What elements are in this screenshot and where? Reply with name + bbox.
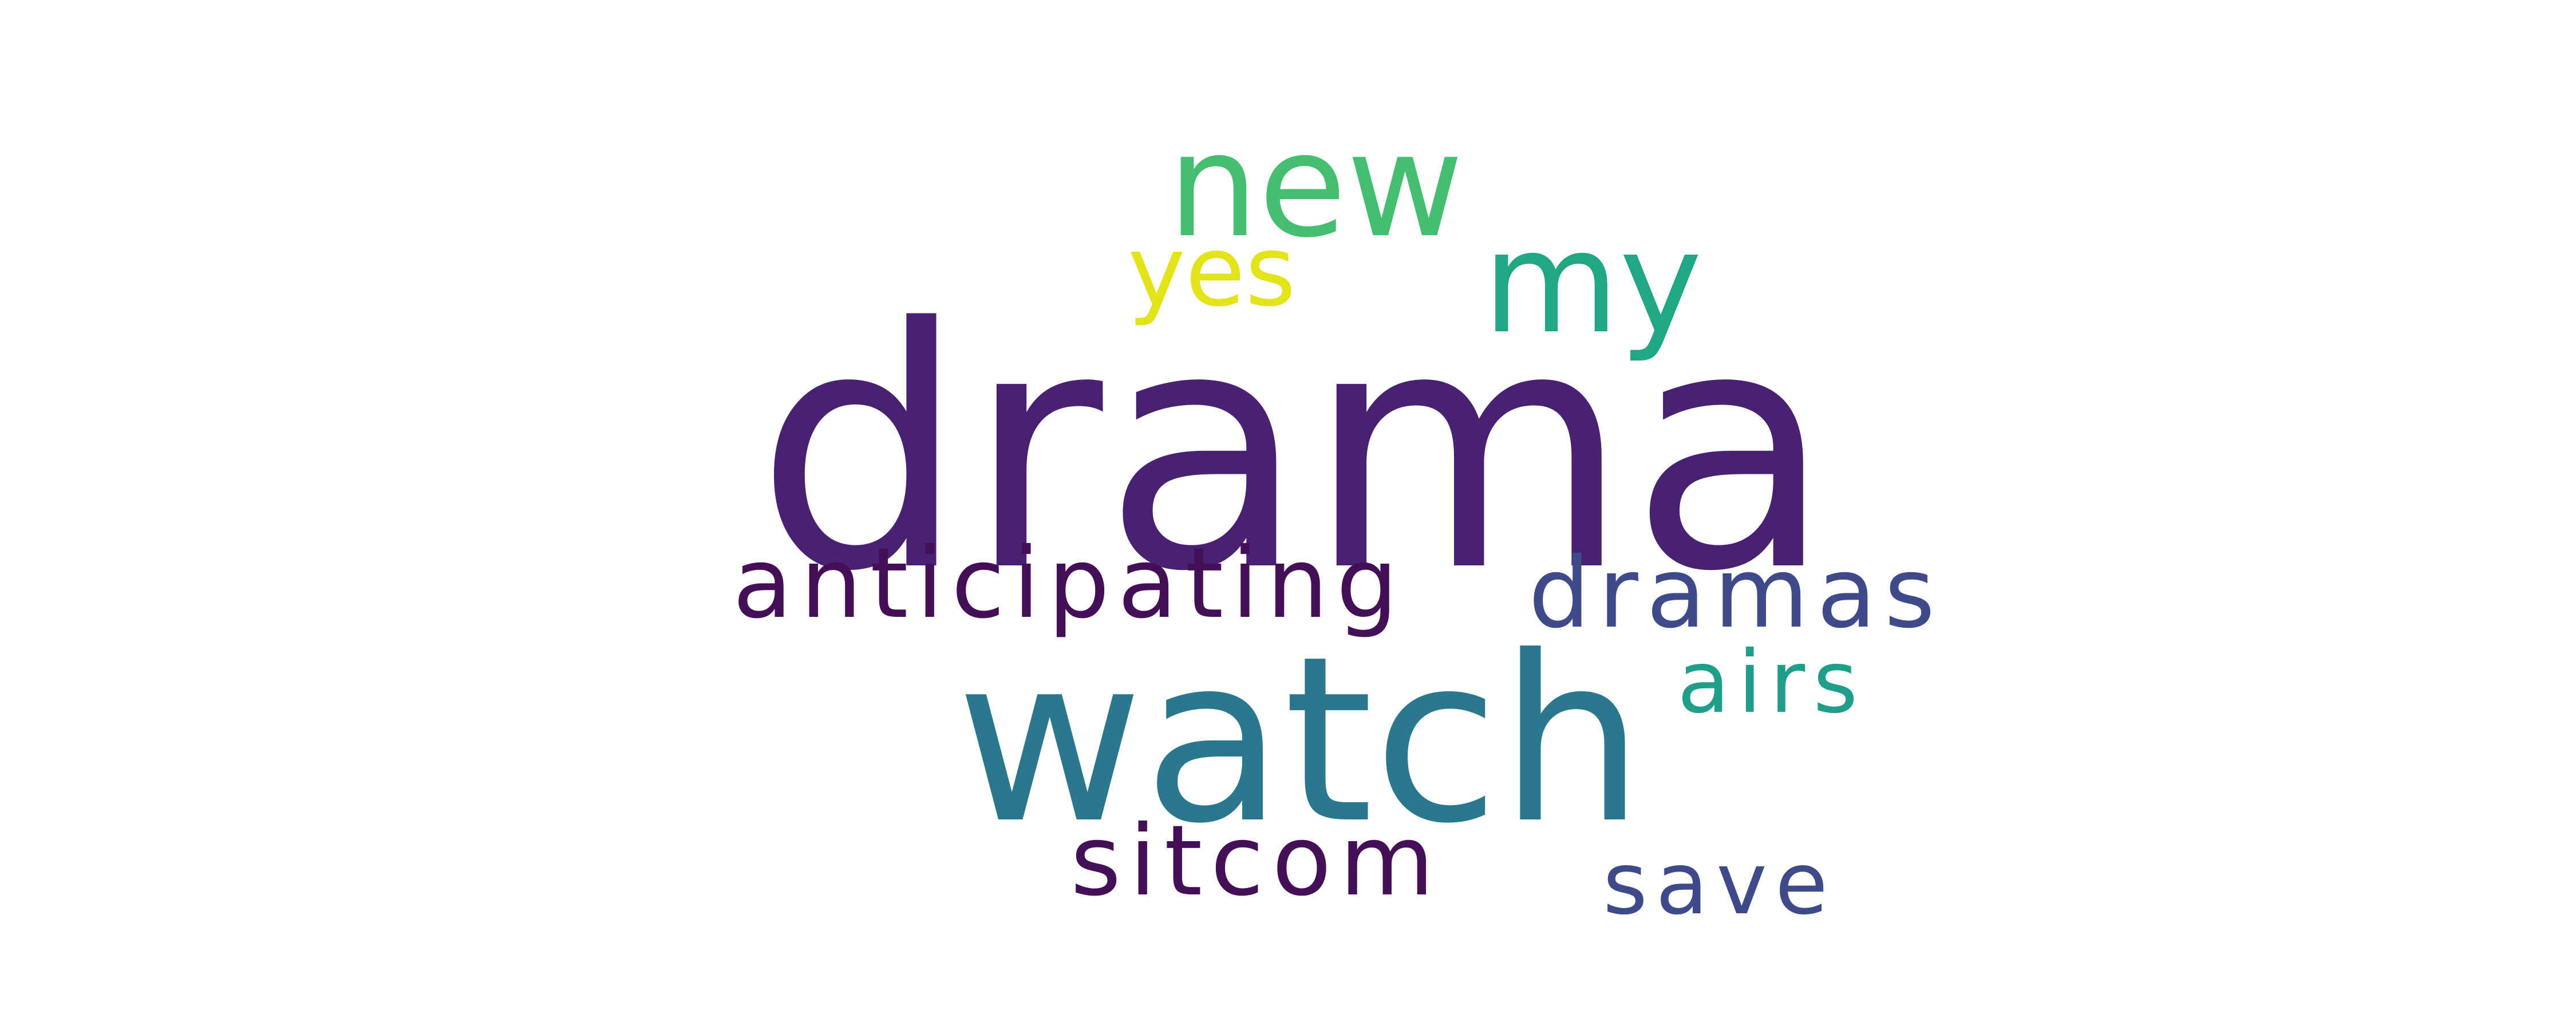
word-yes: yes	[1128, 215, 1296, 328]
word-new: new	[1168, 102, 1464, 269]
word-watch: watch	[956, 608, 1645, 874]
word-sitcom: sitcom	[1070, 805, 1443, 918]
word-anticipating: anticipating	[733, 527, 1406, 640]
word-save: save	[1603, 834, 1836, 934]
word-my: my	[1483, 201, 1702, 365]
word-dramas: dramas	[1528, 537, 1943, 650]
word-airs: airs	[1677, 633, 1866, 732]
word-drama: drama	[756, 258, 1834, 644]
